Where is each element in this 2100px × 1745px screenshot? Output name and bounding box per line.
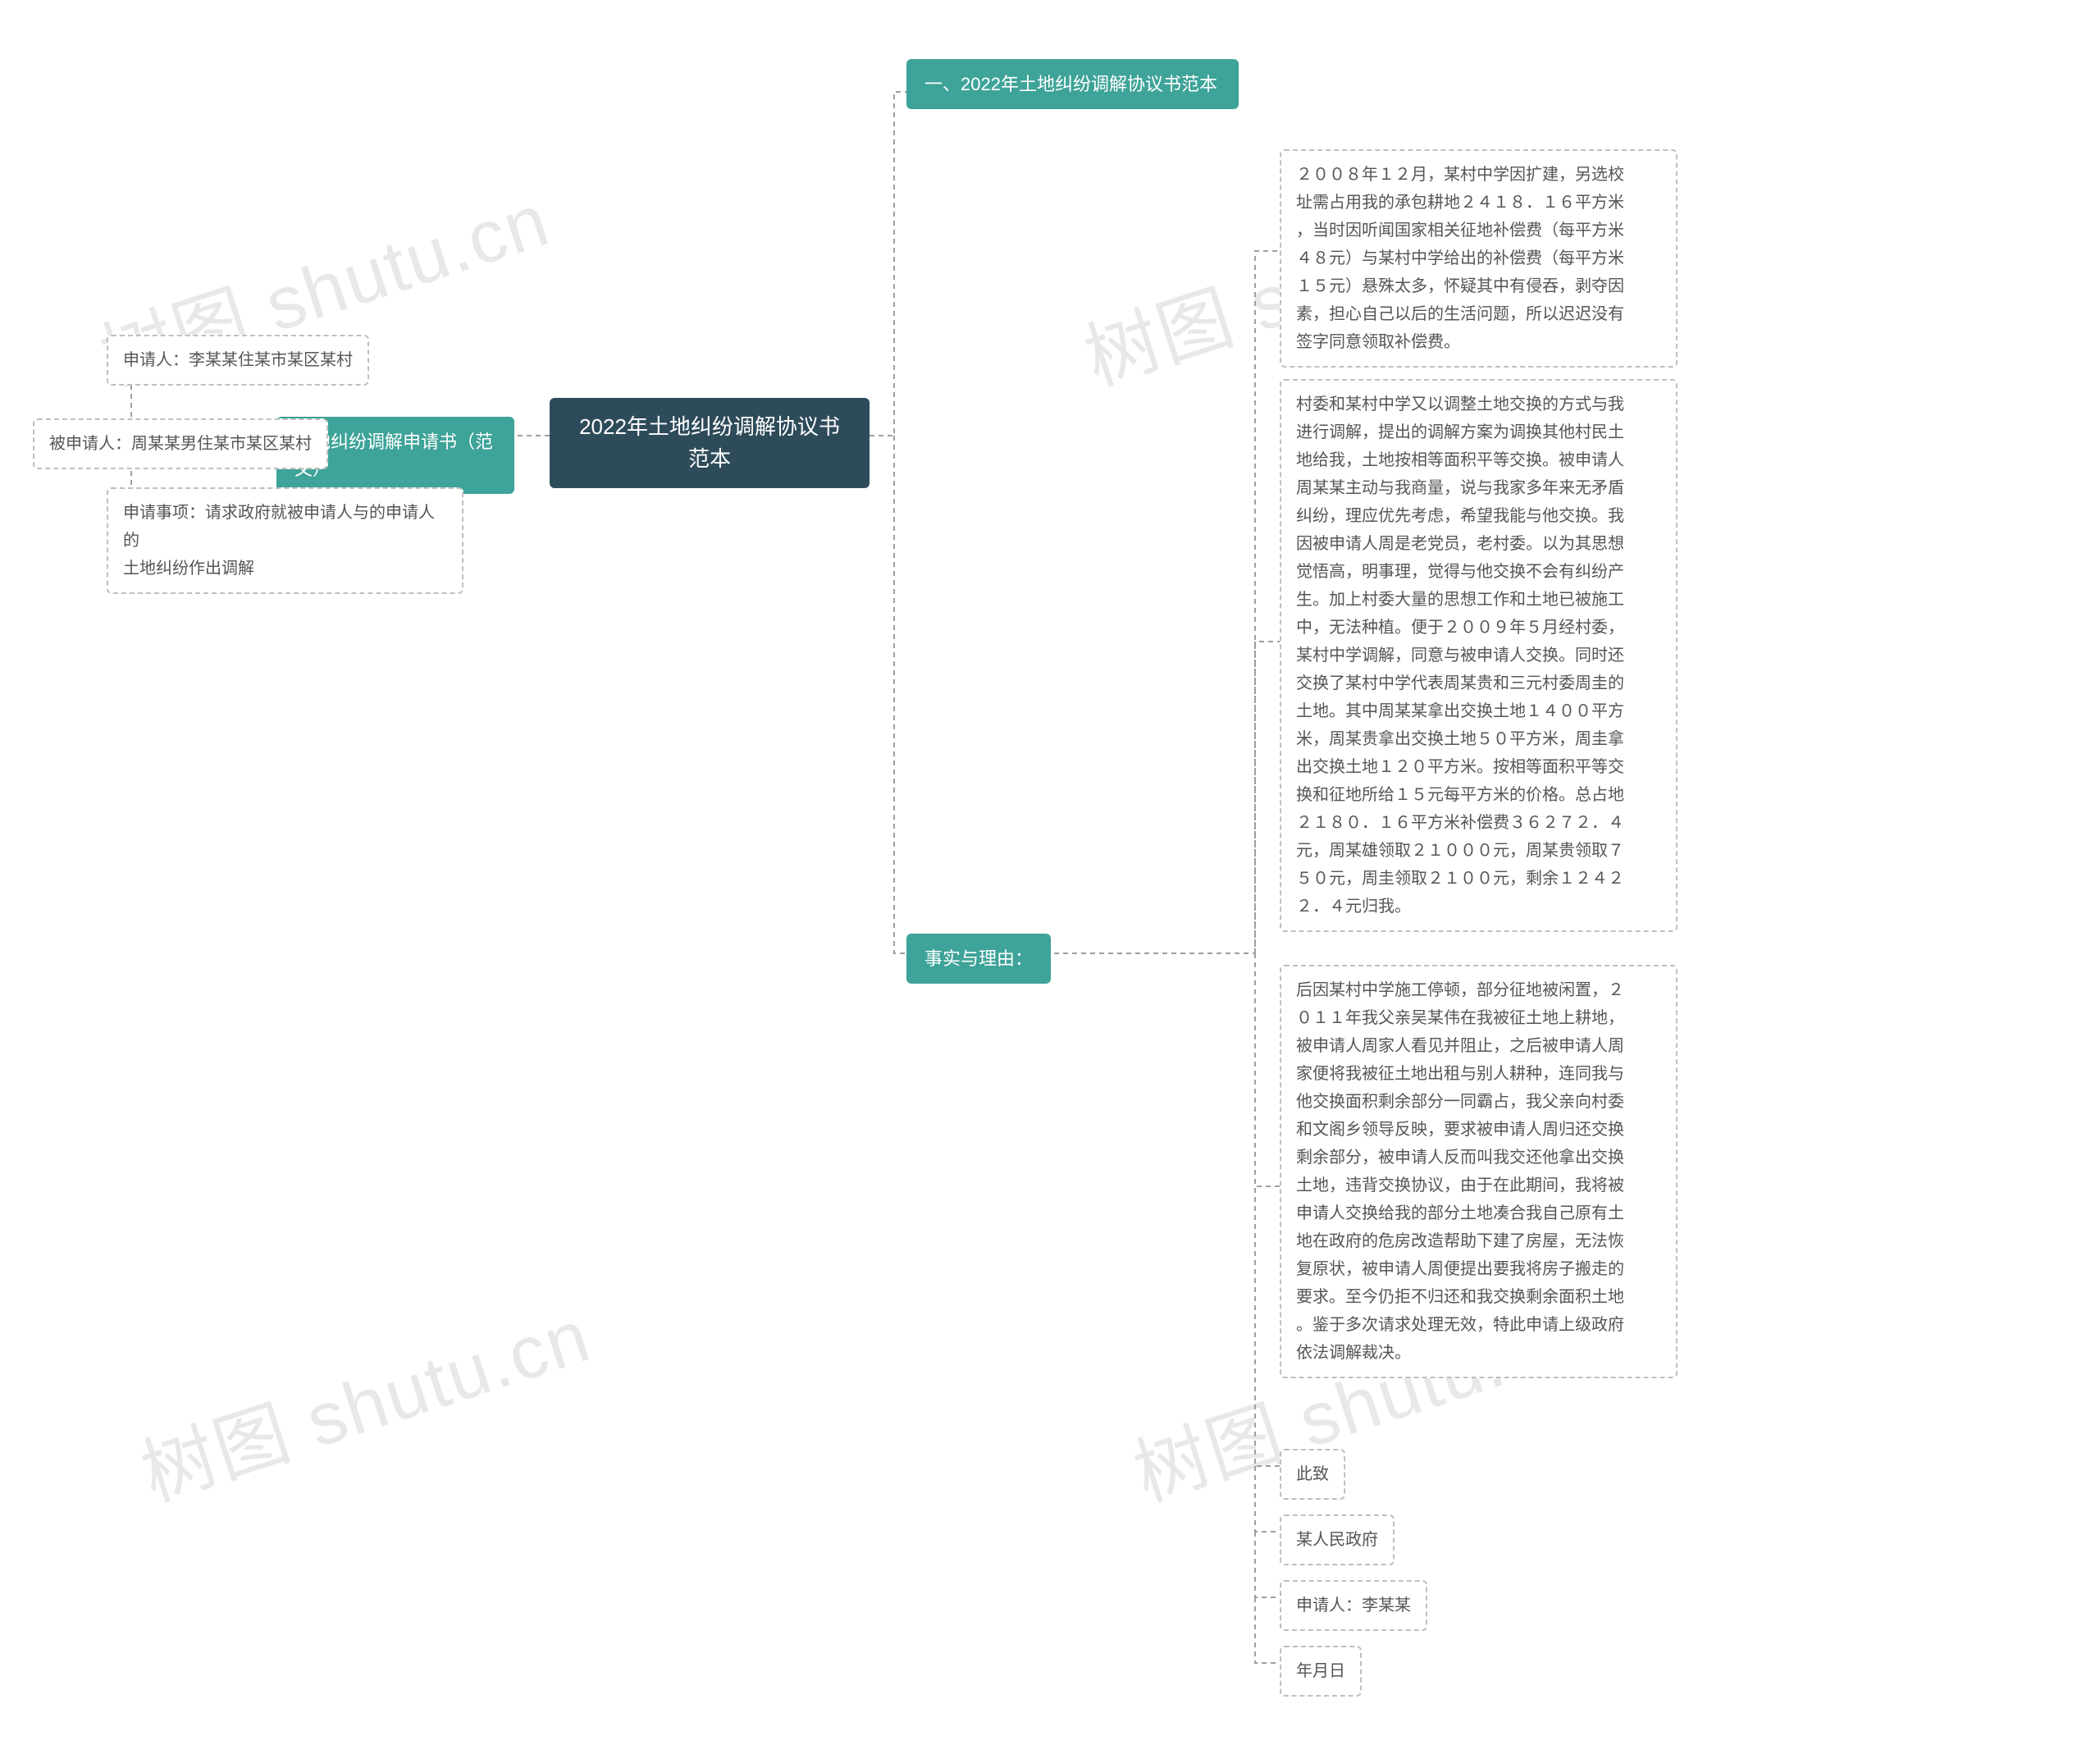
- para-line: ２１８０．１６平方米补偿费３６２７２．４: [1296, 809, 1661, 837]
- para-line: 中，无法种植。便于２００９年５月经村委，: [1296, 614, 1661, 642]
- para-line: 村委和某村中学又以调整土地交换的方式与我: [1296, 391, 1661, 418]
- matter-line: 土地纠纷作出调解: [123, 555, 447, 582]
- para-line: 交换了某村中学代表周某贵和三元村委周圭的: [1296, 669, 1661, 697]
- para-line: 依法调解裁决。: [1296, 1339, 1661, 1367]
- para-line: 土地。其中周某某拿出交换土地１４００平方: [1296, 697, 1661, 725]
- para-line: 和文阁乡领导反映，要求被申请人周归还交换: [1296, 1116, 1661, 1144]
- tail-node-2: 某人民政府: [1280, 1514, 1395, 1565]
- para-line: 被申请人周家人看见并阻止，之后被申请人周: [1296, 1032, 1661, 1060]
- para-line: ５０元，周圭领取２１００元，剩余１２４２: [1296, 865, 1661, 893]
- para-line: 申请人交换给我的部分土地凑合我自己原有土: [1296, 1199, 1661, 1227]
- para-line: １５元）悬殊太多，怀疑其中有侵吞，剥夺因: [1296, 272, 1661, 300]
- para-line: 要求。至今仍拒不归还和我交换剩余面积土地: [1296, 1283, 1661, 1311]
- para-line: ４８元）与某村中学给出的补偿费（每平方米: [1296, 244, 1661, 272]
- tail-node-1: 此致: [1280, 1449, 1345, 1500]
- respondent-text: 被申请人：周某某男住某市某区某村: [49, 430, 312, 458]
- para-line: ２００８年１２月，某村中学因扩建，另选校: [1296, 161, 1661, 189]
- watermark: 树图 shutu.cn: [126, 1277, 602, 1522]
- para-line: 地给我，土地按相等面积平等交换。被申请人: [1296, 446, 1661, 474]
- para-line: 周某某主动与我商量，说与我家多年来无矛盾: [1296, 474, 1661, 502]
- tail-node-4: 年月日: [1280, 1646, 1362, 1697]
- para-line: 家便将我被征土地出租与别人耕种，连同我与: [1296, 1060, 1661, 1088]
- tail-node-3: 申请人：李某某: [1280, 1580, 1427, 1631]
- para-line: ，当时因听闻国家相关征地补偿费（每平方米: [1296, 217, 1661, 244]
- para-line: 土地，违背交换协议，由于在此期间，我将被: [1296, 1172, 1661, 1199]
- connector-layer: [0, 0, 2100, 1745]
- para-line: 复原状，被申请人周便提出要我将房子搬走的: [1296, 1255, 1661, 1283]
- para-line: 出交换土地１２０平方米。按相等面积平等交: [1296, 753, 1661, 781]
- para-line: 签字同意领取补偿费。: [1296, 328, 1661, 356]
- para-line: ２．４元归我。: [1296, 893, 1661, 920]
- facts-header-node: 事实与理由：: [906, 934, 1051, 984]
- right-title-node: 一、2022年土地纠纷调解协议书范本: [906, 59, 1239, 109]
- fact-paragraph-1: ２００８年１２月，某村中学因扩建，另选校址需占用我的承包耕地２４１８．１６平方米…: [1280, 149, 1678, 368]
- para-line: 后因某村中学施工停顿，部分征地被闲置，２: [1296, 976, 1661, 1004]
- para-line: 生。加上村委大量的思想工作和土地已被施工: [1296, 586, 1661, 614]
- para-line: 纠纷，理应优先考虑，希望我能与他交换。我: [1296, 502, 1661, 530]
- para-line: 觉悟高，明事理，觉得与他交换不会有纠纷产: [1296, 558, 1661, 586]
- para-line: 进行调解，提出的调解方案为调换其他村民土: [1296, 418, 1661, 446]
- para-line: 元，周某雄领取２１０００元，周某贵领取７: [1296, 837, 1661, 865]
- para-line: 素，担心自己以后的生活问题，所以迟迟没有: [1296, 300, 1661, 328]
- para-line: 址需占用我的承包耕地２４１８．１６平方米: [1296, 189, 1661, 217]
- para-line: 。鉴于多次请求处理无效，特此申请上级政府: [1296, 1311, 1661, 1339]
- para-line: 米，周某贵拿出交换土地５０平方米，周圭拿: [1296, 725, 1661, 753]
- fact-paragraph-3: 后因某村中学施工停顿，部分征地被闲置，２０１１年我父亲吴某伟在我被征土地上耕地，…: [1280, 965, 1678, 1378]
- para-line: 换和征地所给１５元每平方米的价格。总占地: [1296, 781, 1661, 809]
- para-line: 某村中学调解，同意与被申请人交换。同时还: [1296, 642, 1661, 669]
- para-line: 剩余部分，被申请人反而叫我交还他拿出交换: [1296, 1144, 1661, 1172]
- para-line: ０１１年我父亲吴某伟在我被征土地上耕地，: [1296, 1004, 1661, 1032]
- respondent-node: 被申请人：周某某男住某市某区某村: [33, 418, 328, 469]
- fact-paragraph-2: 村委和某村中学又以调整土地交换的方式与我进行调解，提出的调解方案为调换其他村民土…: [1280, 379, 1678, 932]
- para-line: 他交换面积剩余部分一同霸占，我父亲向村委: [1296, 1088, 1661, 1116]
- matter-line: 申请事项：请求政府就被申请人与的申请人的: [123, 499, 447, 555]
- matter-node: 申请事项：请求政府就被申请人与的申请人的 土地纠纷作出调解: [107, 487, 463, 594]
- para-line: 因被申请人周是老党员，老村委。以为其思想: [1296, 530, 1661, 558]
- para-line: 地在政府的危房改造帮助下建了房屋，无法恢: [1296, 1227, 1661, 1255]
- root-node: 2022年土地纠纷调解协议书范本: [550, 398, 870, 488]
- applicant-node: 申请人：李某某住某市某区某村: [107, 335, 369, 386]
